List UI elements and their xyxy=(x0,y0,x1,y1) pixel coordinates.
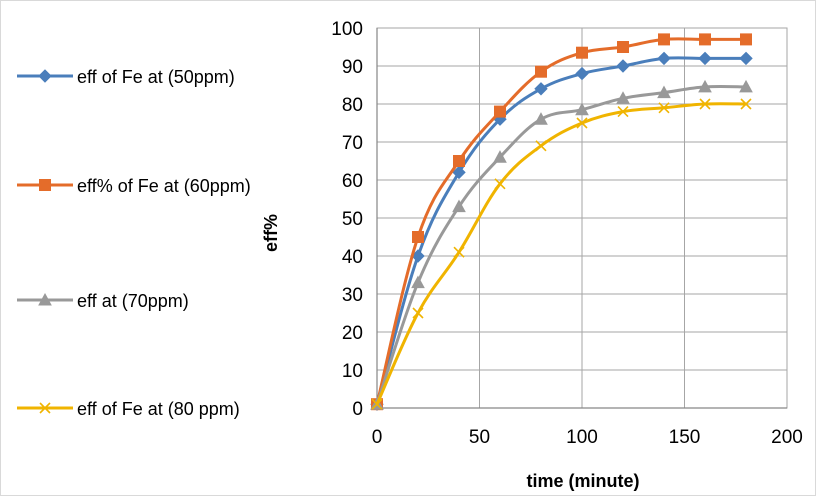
data-point xyxy=(534,82,548,96)
data-point xyxy=(535,65,547,78)
y-tick-label: 100 xyxy=(331,19,363,40)
y-tick-label: 10 xyxy=(342,361,363,382)
legend-label: eff% of Fe at (60ppm) xyxy=(77,176,251,196)
data-point xyxy=(616,91,630,104)
x-tick-label: 50 xyxy=(469,427,490,448)
legend-item-3: eff at (70ppm) xyxy=(17,291,189,311)
series-1 xyxy=(370,51,753,411)
data-point xyxy=(739,51,753,66)
series-line xyxy=(375,56,746,405)
y-tick-label: 30 xyxy=(342,285,363,306)
x-marker-stroke xyxy=(658,102,670,114)
legend-label: eff at (70ppm) xyxy=(77,291,189,311)
x-marker-stroke xyxy=(576,117,588,129)
tick-labels: 0 10 20 30 40 50 60 70 80 90 100 0 50 100 150 200 xyxy=(331,19,803,448)
data-point xyxy=(534,112,548,125)
data-point xyxy=(452,165,466,180)
data-point xyxy=(658,33,670,46)
legend-label: eff of Fe at (50ppm) xyxy=(77,67,235,87)
y-tick-label: 0 xyxy=(352,399,363,420)
data-point xyxy=(453,246,465,258)
x-axis-title: time (minute) xyxy=(526,471,639,491)
legend-marker xyxy=(38,69,52,83)
gridlines xyxy=(376,27,788,409)
data-point xyxy=(575,66,589,81)
x-marker-stroke xyxy=(617,106,629,118)
x-tick-label: 150 xyxy=(669,427,701,448)
data-point xyxy=(452,199,466,213)
legend: eff of Fe at (50ppm) eff% of Fe at (60ppm… xyxy=(17,67,251,419)
x-tick-label: 100 xyxy=(566,427,598,448)
axes xyxy=(376,28,787,409)
data-point xyxy=(412,307,424,319)
x-marker-stroke xyxy=(371,398,383,410)
x-marker-stroke xyxy=(699,98,711,110)
data-point xyxy=(699,98,711,110)
legend-marker xyxy=(39,179,51,191)
data-point xyxy=(699,33,711,46)
y-tick-label: 70 xyxy=(342,133,363,154)
series-group xyxy=(370,33,753,411)
x-marker-stroke xyxy=(453,246,465,258)
legend-marker xyxy=(39,402,51,414)
y-tick-label: 20 xyxy=(342,323,363,344)
legend-marker xyxy=(38,292,52,306)
series-3 xyxy=(370,79,753,410)
data-point xyxy=(617,106,629,118)
data-point xyxy=(740,33,752,46)
data-point xyxy=(371,398,383,410)
data-point xyxy=(698,51,712,66)
y-tick-label: 60 xyxy=(342,171,363,192)
data-point xyxy=(740,98,752,110)
series-2 xyxy=(371,33,752,411)
data-point xyxy=(617,41,629,53)
series-4 xyxy=(371,98,752,410)
data-point xyxy=(739,79,753,93)
x-tick-label: 0 xyxy=(372,427,383,448)
data-point xyxy=(412,231,424,243)
x-marker-stroke xyxy=(39,402,51,414)
data-point xyxy=(575,102,589,116)
legend-label: eff of Fe at (80 ppm) xyxy=(77,399,240,419)
data-point xyxy=(657,51,671,66)
y-tick-label: 90 xyxy=(342,57,363,78)
data-point xyxy=(493,150,507,163)
x-marker-stroke xyxy=(535,140,547,152)
series-line xyxy=(375,102,747,405)
y-tick-label: 50 xyxy=(342,209,363,230)
data-point xyxy=(616,59,630,73)
x-tick-label: 200 xyxy=(771,427,803,448)
data-point xyxy=(576,117,588,129)
y-axis-title: eff% xyxy=(261,214,281,252)
legend-item-4: eff of Fe at (80 ppm) xyxy=(17,399,240,419)
data-point xyxy=(494,178,506,190)
data-point xyxy=(657,85,671,99)
x-marker-stroke xyxy=(494,178,506,190)
data-point xyxy=(576,46,588,59)
data-point xyxy=(494,105,506,118)
x-marker-stroke xyxy=(412,307,424,319)
legend-item-1: eff of Fe at (50ppm) xyxy=(17,67,235,87)
legend-item-2: eff% of Fe at (60ppm) xyxy=(17,176,251,196)
data-point xyxy=(698,79,712,93)
data-point xyxy=(658,102,670,114)
data-point xyxy=(411,275,425,289)
y-tick-label: 80 xyxy=(342,95,363,116)
x-marker-stroke xyxy=(740,98,752,110)
data-point xyxy=(453,155,465,167)
y-tick-label: 40 xyxy=(342,247,363,268)
data-point xyxy=(535,140,547,152)
